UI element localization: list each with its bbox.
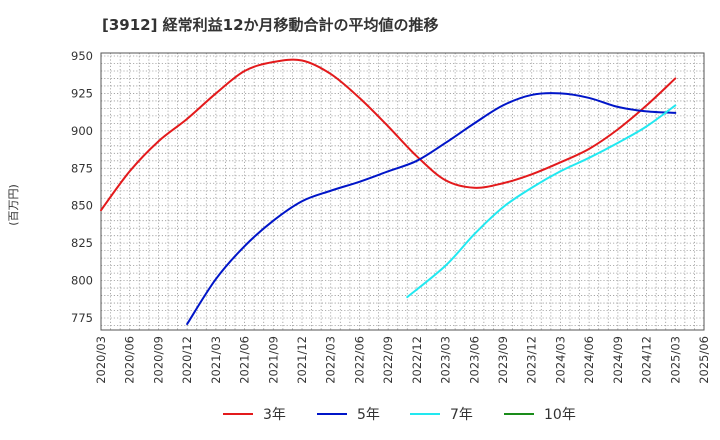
x-tick-label: 2022/09 — [381, 336, 395, 384]
data-point-3y — [214, 92, 217, 95]
x-tick-label: 2022/12 — [410, 336, 424, 384]
data-point-3y — [645, 104, 648, 107]
data-point-7y — [559, 170, 562, 173]
x-tick-label: 2021/12 — [295, 336, 309, 384]
y-tick-label: 875 — [71, 161, 93, 175]
series-line-5y — [186, 92, 677, 326]
y-tick-label: 850 — [71, 199, 93, 213]
data-point-5y — [674, 111, 677, 114]
series-line-3y — [100, 58, 677, 212]
x-tick-label: 2021/06 — [238, 336, 252, 384]
y-tick-label: 950 — [71, 49, 93, 63]
data-point-5y — [387, 170, 390, 173]
data-point-5y — [329, 189, 332, 192]
x-tick-label: 2021/09 — [266, 336, 280, 384]
data-point-3y — [530, 173, 533, 176]
y-tick-label: 825 — [71, 236, 93, 250]
chart-title: [3912] 経常利益12か月移動合計の平均値の推移 — [102, 16, 439, 34]
data-point-3y — [358, 97, 361, 100]
x-tick-label: 2021/03 — [209, 336, 223, 384]
data-point-3y — [559, 161, 562, 164]
x-tick-label: 2024/12 — [640, 336, 654, 384]
data-point-7y — [406, 296, 409, 299]
data-point-7y — [444, 264, 447, 267]
data-point-5y — [588, 97, 591, 100]
data-point-3y — [329, 73, 332, 76]
x-tick-label: 2023/03 — [439, 336, 453, 384]
data-point-5y — [530, 94, 533, 97]
x-tick-label: 2022/03 — [324, 336, 338, 384]
x-tick-label: 2024/09 — [611, 336, 625, 384]
data-point-3y — [616, 128, 619, 131]
data-point-7y — [502, 206, 505, 209]
data-point-5y — [301, 200, 304, 203]
x-tick-label: 2020/09 — [151, 336, 165, 384]
data-point-3y — [502, 182, 505, 185]
data-point-3y — [588, 147, 591, 150]
y-tick-label: 775 — [71, 311, 93, 325]
data-point-5y — [415, 159, 418, 162]
legend-label-3y: 3年 — [263, 407, 286, 423]
data-point-5y — [186, 323, 189, 326]
data-point-5y — [616, 106, 619, 109]
y-axis: 775 800 825 850 875 900 925 950 — [71, 49, 93, 325]
data-point-7y — [674, 104, 677, 107]
data-point-3y — [674, 77, 677, 80]
data-point-5y — [358, 180, 361, 183]
data-point-7y — [530, 186, 533, 189]
data-point-5y — [272, 219, 275, 222]
legend-label-10y: 10年 — [544, 407, 576, 423]
data-point-3y — [444, 179, 447, 182]
data-point-3y — [128, 170, 131, 173]
plot-frame — [100, 52, 705, 331]
y-tick-label: 900 — [71, 124, 93, 138]
x-tick-label: 2022/06 — [352, 336, 366, 384]
x-tick-label: 2020/03 — [94, 336, 108, 384]
x-tick-label: 2023/06 — [467, 336, 481, 384]
series-line-7y — [406, 104, 677, 299]
data-point-5y — [243, 245, 246, 248]
data-point-7y — [588, 156, 591, 159]
data-point-5y — [559, 92, 562, 95]
data-point-5y — [444, 141, 447, 144]
grid — [101, 53, 704, 330]
data-point-3y — [243, 70, 246, 73]
legend: 3年 5年 7年 10年 — [223, 407, 576, 423]
data-point-3y — [301, 59, 304, 62]
x-tick-label: 2020/06 — [123, 336, 137, 384]
data-point-5y — [645, 110, 648, 113]
y-tick-label: 925 — [71, 86, 93, 100]
series-layer — [100, 58, 677, 326]
data-point-3y — [415, 155, 418, 158]
data-point-7y — [616, 141, 619, 144]
data-point-3y — [387, 125, 390, 128]
data-point-7y — [473, 233, 476, 236]
x-axis: 2020/03 2020/06 2020/09 2020/12 2021/03 2021/… — [94, 336, 711, 384]
data-point-3y — [157, 140, 160, 143]
x-tick-label: 2024/06 — [582, 336, 596, 384]
x-tick-label: 2025/03 — [668, 336, 682, 384]
legend-label-7y: 7年 — [450, 407, 473, 423]
data-point-7y — [645, 125, 648, 128]
x-tick-label: 2020/12 — [180, 336, 194, 384]
x-tick-label: 2023/09 — [496, 336, 510, 384]
x-tick-label: 2025/06 — [697, 336, 711, 384]
data-point-5y — [502, 104, 505, 107]
data-point-3y — [186, 117, 189, 120]
data-point-3y — [473, 186, 476, 189]
y-axis-label: (百万円) — [7, 184, 20, 226]
legend-label-5y: 5年 — [357, 407, 380, 423]
data-point-5y — [214, 278, 217, 281]
data-point-3y — [272, 61, 275, 64]
x-tick-label: 2023/12 — [525, 336, 539, 384]
data-point-5y — [473, 122, 476, 125]
data-point-3y — [100, 209, 103, 212]
x-tick-label: 2024/03 — [553, 336, 567, 384]
y-tick-label: 800 — [71, 274, 93, 288]
